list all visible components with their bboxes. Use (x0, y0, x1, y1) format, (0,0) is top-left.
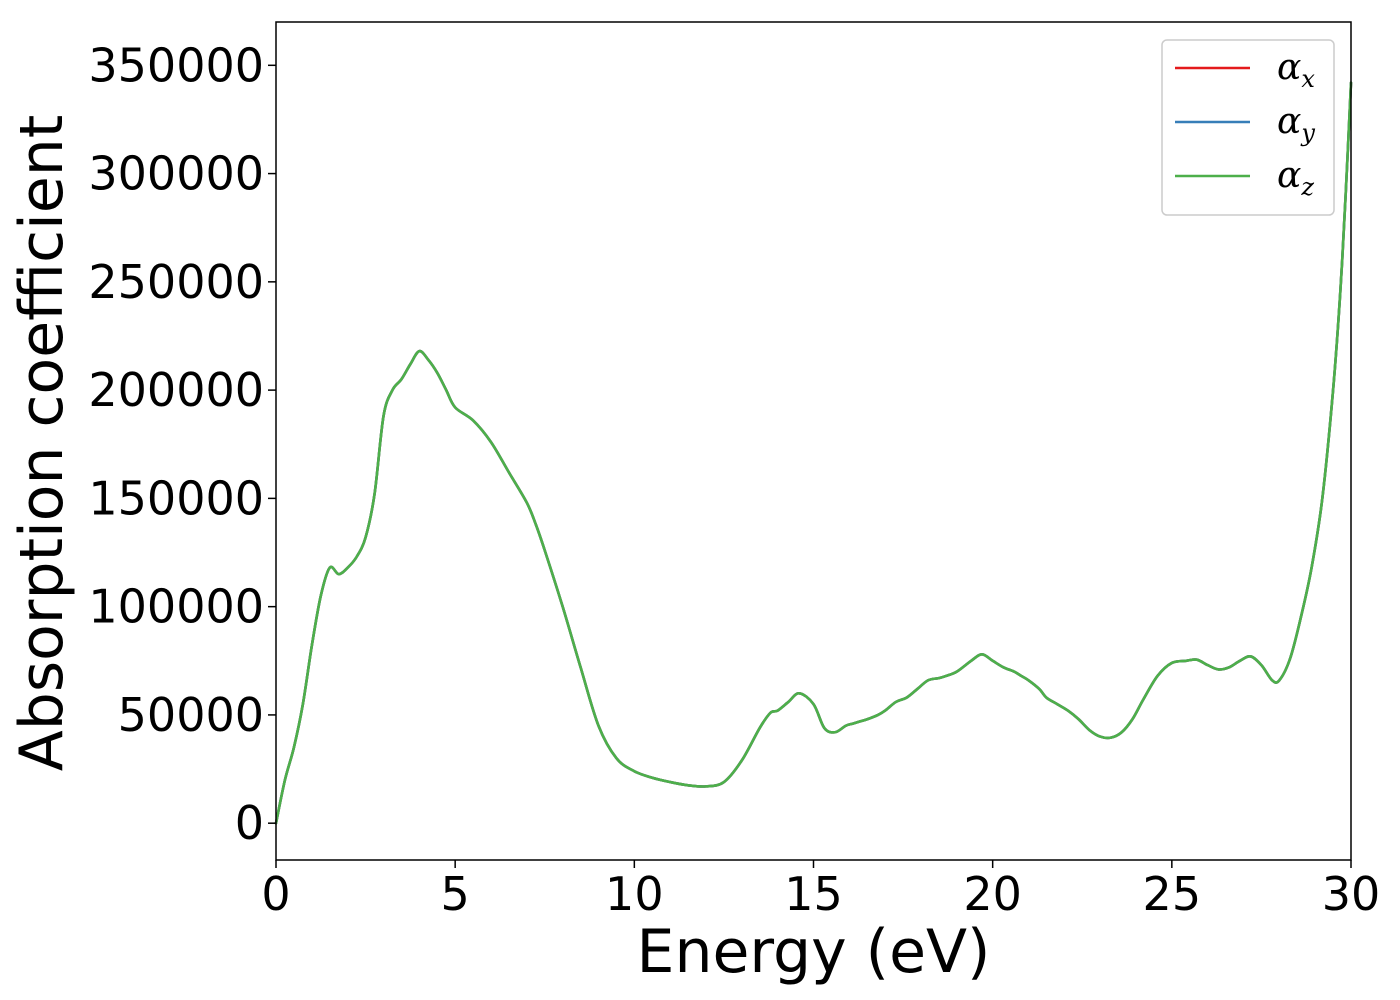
legend-subscript: y (1300, 119, 1315, 147)
x-tick-label: 0 (261, 867, 290, 921)
legend-box (1161, 39, 1335, 216)
series-line-3 (274, 81, 1353, 825)
legend-entry: αz (1277, 155, 1314, 201)
legend-symbol: α (1277, 101, 1301, 142)
legend-entry: αx (1277, 47, 1315, 93)
x-tick-label: 5 (441, 867, 470, 921)
series-layer (274, 81, 1353, 825)
x-tick-label: 30 (1322, 867, 1381, 921)
y-tick-label: 100000 (88, 580, 264, 634)
y-tick-label: 200000 (88, 363, 264, 417)
legend-symbol: α (1277, 155, 1301, 196)
y-tick-label: 150000 (88, 471, 264, 525)
x-tick-label: 10 (605, 867, 664, 921)
y-tick-label: 300000 (88, 147, 264, 201)
legend-entry: αy (1277, 101, 1315, 147)
y-axis: 0 50000 100000 150000 200000 250000 300000 3500… (88, 38, 276, 850)
x-tick-label: 15 (784, 867, 843, 921)
x-axis-label: Energy (eV) (637, 917, 991, 987)
x-tick-label: 25 (1143, 867, 1202, 921)
legend-subscript: z (1300, 173, 1314, 201)
y-tick-label: 50000 (118, 688, 264, 742)
y-axis-label: Absorption coefficient (7, 115, 77, 772)
legend-subscript: x (1301, 65, 1315, 93)
y-tick-label: 0 (235, 796, 264, 850)
x-tick-label: 20 (963, 867, 1022, 921)
x-axis: 0 5 10 15 20 25 30 (261, 860, 1380, 921)
legend-symbol: α (1277, 47, 1301, 88)
y-tick-label: 350000 (88, 38, 264, 92)
y-tick-label: 250000 (88, 255, 264, 309)
